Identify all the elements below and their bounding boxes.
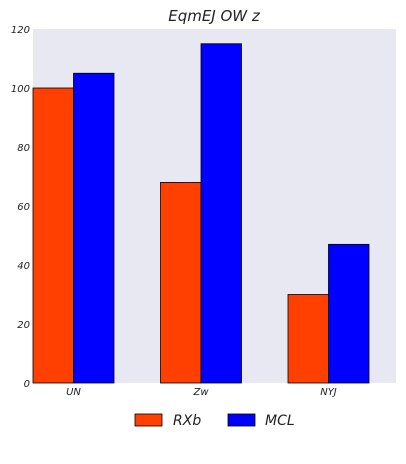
x-axis: UN Zw NYJ bbox=[66, 387, 337, 398]
bar-rxb-zw bbox=[160, 181, 202, 384]
legend-swatch-rxb bbox=[134, 413, 163, 427]
y-tick-label: 60 bbox=[17, 202, 30, 213]
x-tick-label: Zw bbox=[192, 387, 209, 398]
y-tick-label: 0 bbox=[24, 379, 30, 390]
x-tick-label: NYJ bbox=[320, 387, 337, 398]
bar-rxb-un bbox=[32, 87, 74, 384]
y-tick-label: 40 bbox=[17, 261, 30, 272]
y-tick-label: 100 bbox=[11, 84, 30, 95]
legend-label-rxb: RXb bbox=[173, 413, 201, 429]
legend: RXb MCL bbox=[134, 413, 295, 429]
y-tick-label: 80 bbox=[17, 143, 30, 154]
y-tick-label: 20 bbox=[17, 320, 30, 331]
bar-mcl-un bbox=[73, 72, 115, 384]
y-tick-label: 120 bbox=[11, 25, 30, 36]
chart-title: EqmEJ OW z bbox=[168, 7, 261, 25]
bar-rxb-nyj bbox=[287, 294, 329, 384]
bar-mcl-nyj bbox=[328, 243, 370, 384]
x-tick-label: UN bbox=[66, 387, 81, 398]
legend-label-mcl: MCL bbox=[265, 413, 295, 429]
y-axis: 0 20 40 60 80 100 120 bbox=[11, 25, 30, 390]
bar-mcl-zw bbox=[200, 43, 242, 384]
bars bbox=[32, 43, 370, 384]
legend-swatch-mcl bbox=[227, 413, 256, 427]
